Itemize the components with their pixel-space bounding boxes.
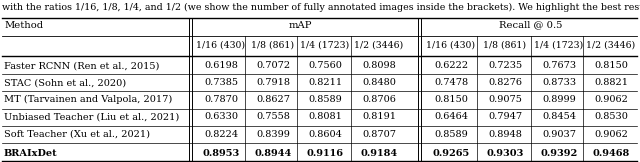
- Text: Method: Method: [4, 21, 43, 30]
- Text: Faster RCNN (Ren et al., 2015): Faster RCNN (Ren et al., 2015): [4, 61, 159, 70]
- Text: MT (Tarvainen and Valpola, 2017): MT (Tarvainen and Valpola, 2017): [4, 95, 172, 104]
- Text: 0.9265: 0.9265: [433, 149, 470, 158]
- Text: 0.9392: 0.9392: [540, 149, 578, 158]
- Text: 0.7235: 0.7235: [488, 61, 522, 70]
- Text: 0.8081: 0.8081: [308, 112, 342, 122]
- Text: 1/8 (861): 1/8 (861): [252, 41, 294, 50]
- Text: 1/16 (430): 1/16 (430): [196, 41, 246, 50]
- Text: 0.8191: 0.8191: [362, 112, 396, 122]
- Text: 0.7947: 0.7947: [488, 112, 522, 122]
- Text: 0.9468: 0.9468: [593, 149, 630, 158]
- Text: 0.8150: 0.8150: [594, 61, 628, 70]
- Text: 0.8706: 0.8706: [362, 95, 396, 104]
- Text: 0.7478: 0.7478: [434, 78, 468, 87]
- Text: 0.8224: 0.8224: [204, 130, 238, 139]
- Text: 0.8707: 0.8707: [362, 130, 396, 139]
- Text: mAP: mAP: [288, 21, 312, 30]
- Text: 0.8276: 0.8276: [488, 78, 522, 87]
- Text: 0.8211: 0.8211: [308, 78, 342, 87]
- Text: 0.8150: 0.8150: [434, 95, 468, 104]
- Text: 0.8627: 0.8627: [256, 95, 290, 104]
- Text: 0.7560: 0.7560: [308, 61, 342, 70]
- Text: 0.7072: 0.7072: [256, 61, 290, 70]
- Text: 0.8530: 0.8530: [594, 112, 628, 122]
- Text: 0.8733: 0.8733: [542, 78, 576, 87]
- Text: 0.7385: 0.7385: [204, 78, 238, 87]
- Text: 1/8 (861): 1/8 (861): [483, 41, 527, 50]
- Text: 0.6198: 0.6198: [204, 61, 238, 70]
- Text: 0.7673: 0.7673: [542, 61, 576, 70]
- Text: Unbiased Teacher (Liu et al., 2021): Unbiased Teacher (Liu et al., 2021): [4, 112, 179, 122]
- Text: 0.8999: 0.8999: [542, 95, 576, 104]
- Text: 0.8454: 0.8454: [542, 112, 576, 122]
- Text: 1/16 (430): 1/16 (430): [426, 41, 476, 50]
- Text: 0.6464: 0.6464: [434, 112, 468, 122]
- Text: 0.9037: 0.9037: [542, 130, 576, 139]
- Text: 0.8589: 0.8589: [434, 130, 468, 139]
- Text: 0.6330: 0.6330: [204, 112, 238, 122]
- Text: 0.9062: 0.9062: [594, 130, 628, 139]
- Text: 0.8589: 0.8589: [308, 95, 342, 104]
- Text: 0.8098: 0.8098: [362, 61, 396, 70]
- Text: 0.9116: 0.9116: [307, 149, 344, 158]
- Text: 0.8399: 0.8399: [256, 130, 290, 139]
- Text: 0.8821: 0.8821: [594, 78, 628, 87]
- Text: 1/4 (1723): 1/4 (1723): [300, 41, 349, 50]
- Text: Soft Teacher (Xu et al., 2021): Soft Teacher (Xu et al., 2021): [4, 130, 150, 139]
- Text: 1/2 (3446): 1/2 (3446): [586, 41, 636, 50]
- Text: STAC (Sohn et al., 2020): STAC (Sohn et al., 2020): [4, 78, 126, 87]
- Text: 0.9075: 0.9075: [488, 95, 522, 104]
- Text: 0.7870: 0.7870: [204, 95, 238, 104]
- Text: 0.8480: 0.8480: [362, 78, 396, 87]
- Text: 0.9303: 0.9303: [486, 149, 524, 158]
- Text: 0.6222: 0.6222: [434, 61, 468, 70]
- Text: Recall @ 0.5: Recall @ 0.5: [499, 21, 563, 30]
- Text: 0.9062: 0.9062: [594, 95, 628, 104]
- Text: 0.8948: 0.8948: [488, 130, 522, 139]
- Text: 0.8944: 0.8944: [254, 149, 292, 158]
- Text: 0.7918: 0.7918: [256, 78, 290, 87]
- Text: 0.8604: 0.8604: [308, 130, 342, 139]
- Text: 1/4 (1723): 1/4 (1723): [534, 41, 584, 50]
- Text: 0.8953: 0.8953: [202, 149, 239, 158]
- Text: 0.7558: 0.7558: [256, 112, 290, 122]
- Text: with the ratios 1/16, 1/8, 1/4, and 1/2 (we show the number of fully annotated i: with the ratios 1/16, 1/8, 1/4, and 1/2 …: [2, 2, 640, 12]
- Text: 1/2 (3446): 1/2 (3446): [355, 41, 404, 50]
- Text: BRAIxDet: BRAIxDet: [4, 149, 58, 158]
- Text: 0.9184: 0.9184: [360, 149, 397, 158]
